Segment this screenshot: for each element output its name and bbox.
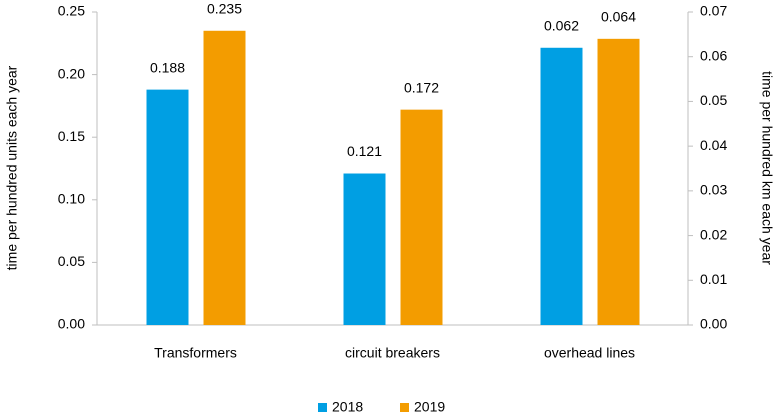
x-tick-label: circuit breakers <box>345 345 440 361</box>
bar <box>146 89 189 326</box>
y2-axis-label: time per hundred km each year <box>759 71 775 265</box>
yticks-label: 0.00 <box>58 316 85 332</box>
yticks-label: 0.25 <box>58 3 85 19</box>
yticks-label: 0.15 <box>58 128 85 144</box>
yticks-label: 0.05 <box>58 253 85 269</box>
bar <box>540 47 583 326</box>
legend-swatch <box>318 403 327 412</box>
data-label: 0.121 <box>347 143 382 159</box>
data-label: 0.062 <box>544 17 579 33</box>
data-label: 0.172 <box>404 79 439 95</box>
y2ticks-label: 0.00 <box>700 316 727 332</box>
legend-swatch <box>400 403 409 412</box>
y2ticks-label: 0.02 <box>700 226 727 242</box>
bar <box>343 173 386 325</box>
x-tick-label: Transformers <box>154 345 237 361</box>
y2ticks-label: 0.03 <box>700 182 727 198</box>
y2ticks-label: 0.05 <box>700 92 727 108</box>
y2ticks-label: 0.04 <box>700 137 727 153</box>
yticks-label: 0.10 <box>58 191 85 207</box>
y2ticks-label: 0.01 <box>700 271 727 287</box>
legend-label: 2018 <box>332 399 363 415</box>
x-tick-label: overhead lines <box>544 345 635 361</box>
yticks-label: 0.20 <box>58 65 85 81</box>
y2ticks-label: 0.06 <box>700 47 727 63</box>
y2ticks-label: 0.07 <box>700 3 727 19</box>
bar <box>203 30 246 326</box>
bar <box>400 109 443 325</box>
data-label: 0.188 <box>150 59 185 75</box>
bar <box>597 38 640 325</box>
data-label: 0.235 <box>207 0 242 16</box>
legend-label: 2019 <box>414 399 445 415</box>
y-axis-label: time per hundred units each year <box>4 65 20 270</box>
data-label: 0.064 <box>601 9 636 25</box>
